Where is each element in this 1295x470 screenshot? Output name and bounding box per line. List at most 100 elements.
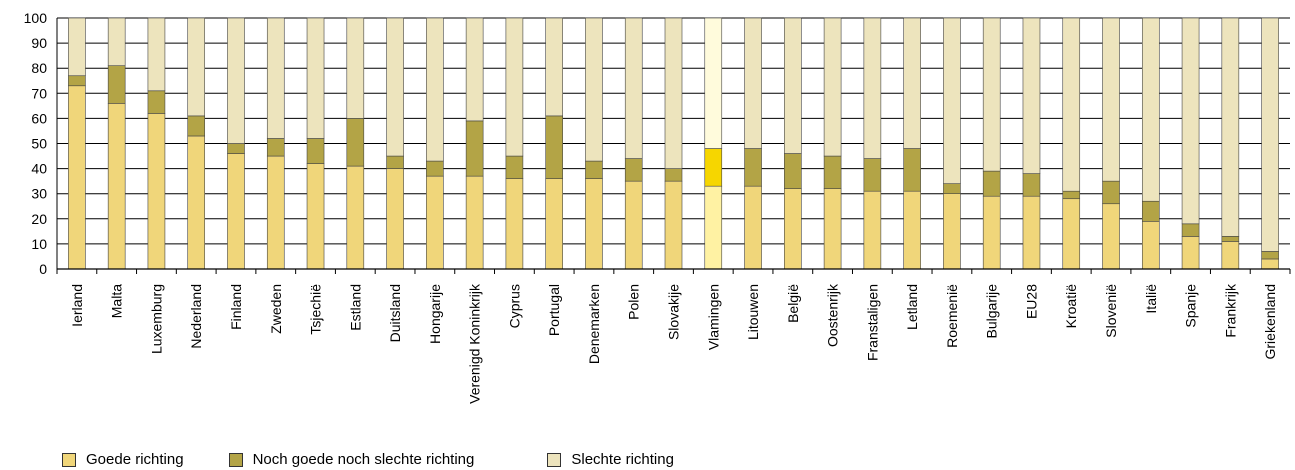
stacked-bar-chart: 0102030405060708090100 IerlandMaltaLuxem…: [0, 0, 1295, 445]
x-category-label: Vlamingen: [705, 284, 721, 350]
legend-item-noch: Noch goede noch slechte richting: [229, 451, 475, 468]
bar-segment: [705, 186, 722, 269]
bar-segment: [188, 116, 205, 136]
bar-segment: [307, 138, 324, 163]
bar-segment: [267, 138, 284, 156]
bar-segment: [904, 191, 921, 269]
bar-segment: [745, 18, 762, 149]
x-category-label: Italië: [1143, 284, 1159, 314]
y-tick-label: 70: [31, 85, 47, 101]
bar-segment: [625, 18, 642, 159]
x-category-label: Verenigd Koninkrijk: [467, 283, 483, 404]
bar-segment: [983, 18, 1000, 171]
bar-segment: [267, 156, 284, 269]
bar-segment: [1142, 221, 1159, 269]
bar-segment: [546, 116, 563, 179]
bar-segment: [546, 179, 563, 269]
bar-segment: [188, 18, 205, 116]
x-category-label: Luxemburg: [148, 284, 164, 354]
bar-segment: [227, 154, 244, 269]
bar-segment: [347, 18, 364, 118]
bar-segment: [824, 156, 841, 189]
bar-segment: [148, 18, 165, 91]
bar-segment: [864, 159, 881, 192]
bar-segment: [665, 18, 682, 169]
bar-segment: [1103, 204, 1120, 269]
x-category-label: België: [785, 284, 801, 323]
legend-item-slechte: Slechte richting: [547, 451, 674, 468]
legend-label-noch: Noch goede noch slechte richting: [253, 451, 475, 468]
bar-segment: [347, 166, 364, 269]
legend-swatch-goede: [62, 453, 76, 467]
bar-segment: [1182, 236, 1199, 269]
x-category-label: Kroatië: [1063, 284, 1079, 329]
bar-segment: [784, 154, 801, 189]
legend: Goede richting Noch goede noch slechte r…: [62, 451, 674, 468]
x-category-label: Denemarken: [586, 284, 602, 364]
x-category-label: Letland: [904, 284, 920, 330]
x-category-labels: IerlandMaltaLuxemburgNederlandFinlandZwe…: [69, 283, 1278, 404]
bar-segment: [665, 181, 682, 269]
bar-segment: [466, 176, 483, 269]
bar-segment: [466, 18, 483, 121]
bar-segment: [864, 18, 881, 159]
bar-segment: [148, 91, 165, 114]
bar-segment: [665, 169, 682, 182]
bar-segment: [347, 118, 364, 166]
bar-segment: [506, 156, 523, 179]
bar-segment: [1222, 18, 1239, 236]
bar-segment: [745, 186, 762, 269]
bar-segment: [1103, 181, 1120, 204]
x-category-label: Portugal: [546, 284, 562, 336]
bar-segment: [426, 161, 443, 176]
bar-segment: [387, 156, 404, 169]
bar-segment: [943, 184, 960, 194]
x-category-label: Ierland: [69, 284, 85, 327]
legend-label-goede: Goede richting: [86, 451, 184, 468]
bar-segment: [784, 189, 801, 269]
bar-segment: [1142, 201, 1159, 221]
bar-segment: [824, 18, 841, 156]
y-tick-label: 60: [31, 110, 47, 126]
legend-swatch-slechte: [547, 453, 561, 467]
bar-segment: [943, 18, 960, 184]
x-category-label: Nederland: [188, 284, 204, 349]
x-category-label: Slovenië: [1103, 284, 1119, 338]
bar-segment: [824, 189, 841, 269]
bar-segment: [68, 86, 85, 269]
x-category-label: Slovakije: [666, 284, 682, 340]
bar-segment: [108, 66, 125, 104]
bar-segment: [1222, 236, 1239, 241]
bar-segment: [1222, 241, 1239, 269]
bar-segment: [227, 18, 244, 144]
y-tick-label: 0: [39, 261, 47, 277]
bar-segment: [307, 18, 324, 138]
y-tick-label: 40: [31, 161, 47, 177]
x-category-label: Spanje: [1183, 284, 1199, 328]
bar-segment: [745, 149, 762, 187]
bar-segment: [705, 18, 722, 149]
bar-segment: [784, 18, 801, 154]
bar-segment: [68, 76, 85, 86]
bar-segment: [1063, 199, 1080, 269]
bar-segment: [983, 196, 1000, 269]
x-category-label: Franstaligen: [864, 284, 880, 361]
bar-segment: [1262, 251, 1279, 259]
x-category-label: Roemenië: [944, 284, 960, 348]
y-tick-label: 30: [31, 186, 47, 202]
legend-item-goede: Goede richting: [62, 451, 184, 468]
bar-segment: [1023, 196, 1040, 269]
bar-segment: [1063, 18, 1080, 191]
bar-segment: [68, 18, 85, 76]
bar-segment: [1023, 174, 1040, 197]
y-tick-label: 20: [31, 211, 47, 227]
legend-swatch-noch: [229, 453, 243, 467]
bar-segment: [426, 176, 443, 269]
x-category-label: Zweden: [268, 284, 284, 334]
bar-segment: [904, 149, 921, 192]
x-category-label: Malta: [109, 284, 125, 318]
bar-segment: [864, 191, 881, 269]
bar-segment: [466, 121, 483, 176]
x-category-label: Litouwen: [745, 284, 761, 340]
bar-segment: [1103, 18, 1120, 181]
